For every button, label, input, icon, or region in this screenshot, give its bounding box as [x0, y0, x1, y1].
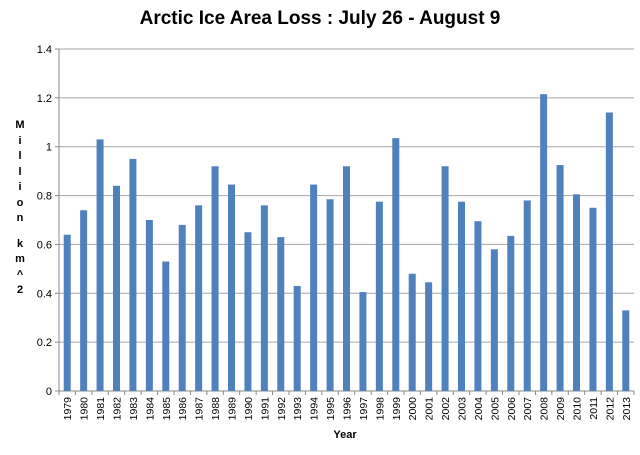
x-tick-label: 2009: [555, 397, 567, 421]
x-tick-label: 1992: [276, 397, 288, 421]
x-tick-label: 1998: [374, 397, 386, 421]
bar-1994: [310, 184, 318, 391]
x-tick-label: 1987: [194, 397, 206, 421]
bar-1997: [359, 292, 367, 391]
bar-1990: [244, 232, 252, 391]
bar-2011: [589, 207, 597, 391]
bar-1980: [80, 210, 88, 391]
x-tick-label: 2012: [604, 397, 616, 421]
x-tick-label: 2003: [457, 397, 469, 421]
x-tick-label: 1979: [62, 397, 74, 421]
x-tick-label: 1997: [358, 397, 370, 421]
bar-2007: [523, 200, 531, 391]
bar-2012: [605, 112, 613, 391]
bar-1988: [211, 166, 219, 391]
y-tick-label: 0.8: [37, 191, 52, 203]
bar-1987: [195, 205, 203, 391]
bar-2005: [490, 249, 498, 391]
bar-2003: [458, 201, 465, 391]
x-tick-label: 2013: [621, 397, 633, 421]
x-tick-label: 2010: [572, 397, 584, 421]
y-tick-label: 0.2: [37, 337, 52, 349]
x-tick-label: 1999: [391, 397, 403, 421]
x-tick-label: 1983: [128, 397, 140, 421]
x-tick-label: 1981: [95, 397, 107, 421]
bar-2002: [441, 166, 449, 391]
bar-1982: [113, 185, 120, 391]
x-tick-label: 1982: [112, 397, 124, 421]
bar-2013: [622, 310, 630, 391]
x-tick-label: 1996: [342, 397, 354, 421]
x-axis-label: Year: [333, 429, 357, 441]
x-tick-label: 1991: [259, 397, 271, 421]
x-tick-label: 1985: [161, 397, 173, 421]
bar-1985: [162, 261, 170, 391]
x-tick-label: 2005: [489, 397, 501, 421]
x-tick-label: 1990: [243, 397, 255, 421]
bar-1979: [63, 234, 71, 391]
x-tick-label: 1993: [292, 397, 304, 421]
x-tick-label: 1988: [210, 397, 222, 421]
x-tick-label: 1980: [79, 397, 91, 421]
bar-1983: [129, 158, 137, 391]
bar-1999: [392, 138, 400, 391]
bar-1998: [375, 201, 383, 391]
x-tick-label: 1986: [177, 397, 189, 421]
x-tick-label: 1994: [309, 397, 321, 421]
x-tick-label: 2002: [440, 397, 452, 421]
x-tick-label: 1995: [325, 397, 337, 421]
x-tick-label: 2000: [407, 397, 419, 421]
bar-2001: [425, 282, 433, 391]
bar-1993: [293, 285, 301, 391]
bar-2000: [408, 273, 416, 391]
bar-2009: [556, 165, 564, 391]
bar-1989: [228, 184, 235, 391]
x-tick-label: 2006: [506, 397, 518, 421]
bar-1991: [260, 205, 268, 391]
bar-2006: [507, 235, 515, 391]
y-tick-label: 1: [46, 142, 52, 154]
bar-2004: [474, 221, 482, 391]
bar-2010: [573, 194, 580, 391]
bar-1996: [343, 166, 350, 391]
y-tick-label: 1.4: [37, 44, 52, 56]
bar-1992: [277, 237, 285, 391]
bar-1984: [145, 220, 153, 391]
x-tick-label: 2007: [522, 397, 534, 421]
x-tick-label: 2008: [539, 397, 551, 421]
y-tick-label: 1.2: [37, 93, 52, 105]
y-tick-label: 0: [46, 386, 52, 398]
x-tick-label: 2011: [588, 397, 600, 420]
chart-title: Arctic Ice Area Loss : July 26 - August …: [139, 8, 501, 29]
x-tick-label: 2001: [424, 397, 436, 421]
bar-1981: [96, 139, 104, 391]
bar-2008: [540, 94, 548, 391]
y-tick-label: 0.6: [37, 239, 52, 251]
x-tick-label: 1989: [227, 397, 239, 421]
x-tick-label: 2004: [473, 397, 485, 421]
bar-1986: [178, 224, 186, 391]
bar-1995: [326, 199, 334, 391]
x-tick-label: 1984: [144, 397, 156, 421]
y-tick-label: 0.4: [37, 288, 52, 300]
